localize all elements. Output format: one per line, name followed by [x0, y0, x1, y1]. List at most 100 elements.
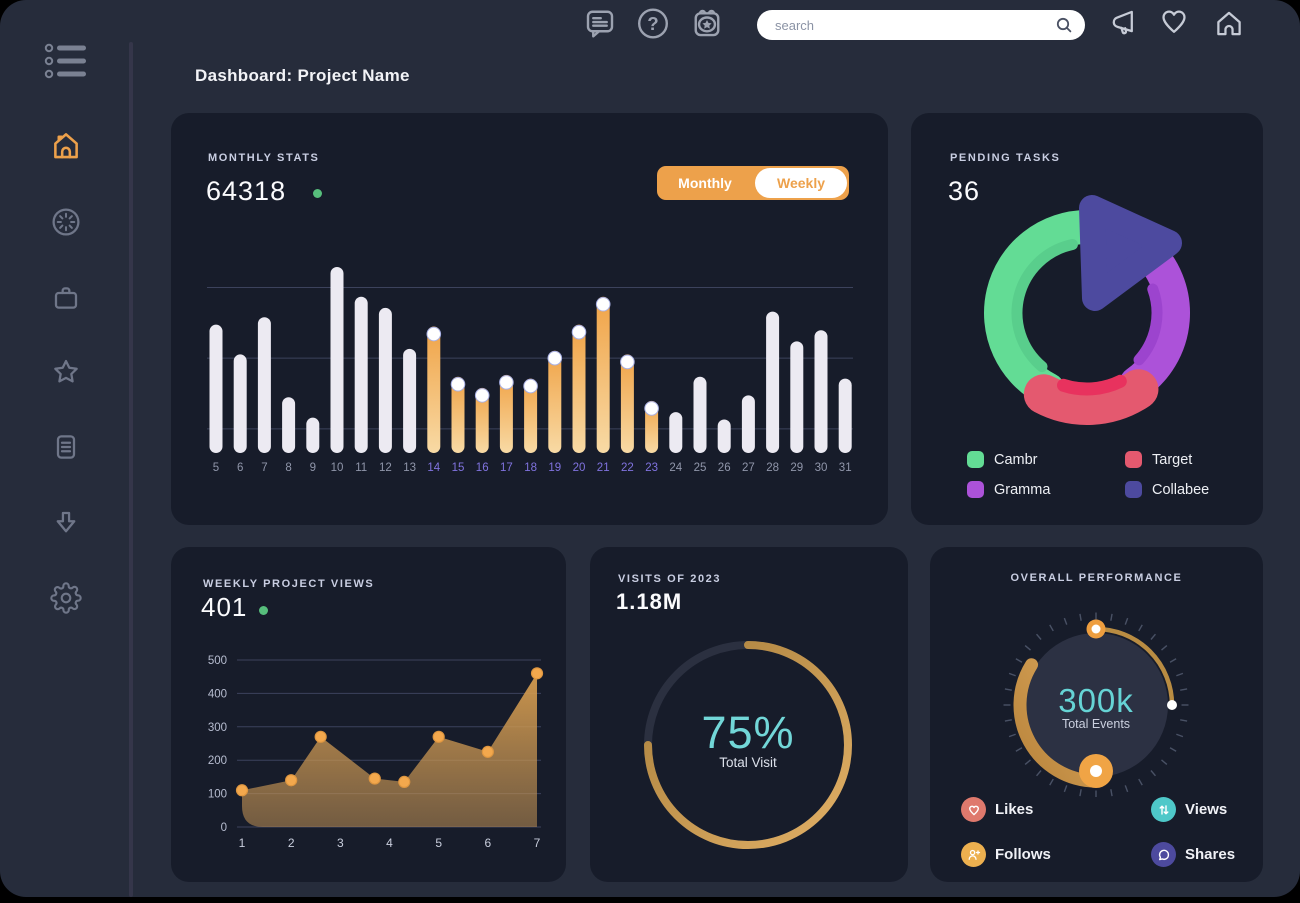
pending-total: 36 — [948, 176, 981, 206]
svg-text:22: 22 — [621, 462, 634, 474]
heart-icon[interactable] — [1157, 5, 1191, 44]
svg-text:31: 31 — [839, 462, 852, 474]
svg-text:2: 2 — [288, 836, 295, 850]
gauge-value: 300k — [1058, 682, 1134, 719]
svg-text:19: 19 — [548, 462, 561, 474]
monthly-total: 64318 — [206, 176, 287, 206]
megaphone-icon[interactable] — [1107, 6, 1141, 45]
visits-card: VISITS OF 2023 1.18M 75% Total Visit — [590, 547, 908, 882]
chat-bubble-icon — [1151, 842, 1176, 867]
svg-text:29: 29 — [790, 462, 803, 474]
performance-card: OVERALL PERFORMANCE 300k Total Events Li… — [930, 547, 1263, 882]
toggle-monthly[interactable]: Monthly — [678, 175, 732, 191]
svg-text:18: 18 — [524, 462, 537, 474]
svg-text:200: 200 — [208, 755, 227, 767]
svg-text:7: 7 — [534, 836, 541, 850]
svg-text:9: 9 — [310, 462, 316, 474]
card-title: MONTHLY STATS — [208, 152, 320, 164]
download-icon[interactable] — [50, 507, 82, 539]
gauge-value-sub: Total Events — [1061, 717, 1131, 731]
visits-percent: 75% — [701, 707, 795, 758]
visits-progress-ring — [644, 641, 852, 849]
card-title: PENDING TASKS — [950, 152, 1061, 164]
card-title: WEEKLY PROJECT VIEWS — [203, 578, 375, 590]
svg-text:10: 10 — [331, 462, 344, 474]
card-title: VISITS OF 2023 — [618, 573, 722, 585]
pending-tasks-card: PENDING TASKS 36 Cambr Target Gramma Col… — [911, 113, 1263, 525]
trend-dot — [313, 189, 322, 198]
visits-percent-sub: Total Visit — [719, 755, 777, 770]
svg-text:25: 25 — [694, 462, 707, 474]
period-toggle: Monthly Weekly — [657, 166, 849, 200]
heart-icon — [961, 797, 986, 822]
svg-text:26: 26 — [718, 462, 731, 474]
svg-text:4: 4 — [386, 836, 393, 850]
legend-item: Collabee — [1125, 481, 1209, 498]
svg-text:6: 6 — [485, 836, 492, 850]
legend-item: Gramma — [967, 481, 1050, 498]
svg-text:300: 300 — [208, 722, 227, 734]
legend-item-views: Views — [1151, 797, 1227, 822]
svg-text:17: 17 — [500, 462, 513, 474]
legend-swatch-collabee — [1125, 481, 1142, 498]
svg-text:0: 0 — [221, 822, 227, 834]
page-title: Dashboard: Project Name — [195, 66, 410, 85]
svg-text:27: 27 — [742, 462, 755, 474]
svg-text:3: 3 — [337, 836, 344, 850]
dashboard-icon[interactable] — [50, 206, 82, 238]
card-title: OVERALL PERFORMANCE — [1010, 572, 1183, 584]
home-icon[interactable] — [1212, 7, 1246, 46]
home-icon[interactable] — [49, 128, 83, 162]
legend-item-follows: Follows — [961, 842, 1051, 867]
chat-icon[interactable] — [582, 6, 618, 49]
legend-swatch-gramma — [967, 481, 984, 498]
svg-text:8: 8 — [285, 462, 291, 474]
help-icon[interactable]: ? — [635, 6, 671, 47]
menu-icon[interactable] — [44, 43, 88, 79]
svg-text:7: 7 — [261, 462, 267, 474]
calendar-icon[interactable] — [689, 6, 725, 47]
svg-text:6: 6 — [237, 462, 243, 474]
svg-text:5: 5 — [435, 836, 442, 850]
svg-text:20: 20 — [573, 462, 586, 474]
svg-text:1: 1 — [239, 836, 246, 850]
svg-text:11: 11 — [355, 462, 367, 474]
svg-text:14: 14 — [427, 462, 440, 474]
svg-text:15: 15 — [452, 462, 465, 474]
notes-icon[interactable] — [50, 431, 82, 463]
svg-text:23: 23 — [645, 462, 658, 474]
weekly-views-card: WEEKLY PROJECT VIEWS 401 0 100 200 300 400 50… — [171, 547, 566, 882]
settings-icon[interactable] — [50, 582, 82, 614]
legend-item: Cambr — [967, 451, 1038, 468]
search-icon[interactable] — [1055, 16, 1073, 34]
visits-total: 1.18M — [616, 589, 683, 614]
legend-item-shares: Shares — [1151, 842, 1235, 867]
svg-text:28: 28 — [766, 462, 779, 474]
svg-text:21: 21 — [597, 462, 610, 474]
svg-text:5: 5 — [213, 462, 219, 474]
svg-text:500: 500 — [208, 655, 227, 667]
search-bar — [757, 10, 1085, 40]
svg-text:100: 100 — [208, 789, 227, 801]
svg-text:400: 400 — [208, 688, 227, 700]
svg-text:12: 12 — [379, 462, 392, 474]
legend-item: Target — [1125, 451, 1192, 468]
weekly-total: 401 — [201, 592, 248, 622]
toggle-weekly[interactable]: Weekly — [755, 168, 847, 198]
trend-dot — [259, 606, 268, 615]
legend-swatch-target — [1125, 451, 1142, 468]
svg-text:13: 13 — [403, 462, 416, 474]
svg-text:24: 24 — [669, 462, 682, 474]
weekly-area-chart: 0 100 200 300 400 500 1 2 3 4 5 6 7 — [208, 655, 544, 850]
legend-item-likes: Likes — [961, 797, 1033, 822]
arrows-up-down-icon — [1151, 797, 1176, 822]
monthly-bar-chart: 5 6 7 8 9 10 11 12 13 14 15 16 17 18 19 20 21 22 23 24 25 26 2… — [207, 267, 853, 474]
star-icon[interactable] — [50, 356, 82, 388]
briefcase-icon[interactable] — [50, 281, 82, 313]
svg-text:30: 30 — [815, 462, 828, 474]
user-plus-icon — [961, 842, 986, 867]
search-input[interactable] — [773, 16, 1055, 34]
svg-text:16: 16 — [476, 462, 489, 474]
